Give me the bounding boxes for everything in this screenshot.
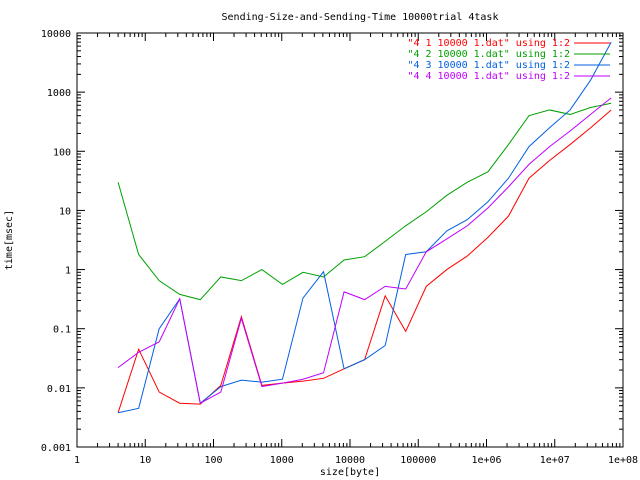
series-line-3 [117,41,612,414]
y-tick-label: 10000 [41,29,71,40]
y-tick-label: 0.1 [53,325,71,336]
y-tick-label: 1000 [47,88,71,99]
chart-title: Sending-Size-and-Sending-Time 10000trial… [222,12,499,23]
series-layer [117,41,612,414]
legend-entry-label: "4 3 10000 1.dat" using 1:2 [407,60,570,71]
y-axis-label: time[msec] [4,210,15,270]
legend-entry-label: "4 4 10000 1.dat" using 1:2 [407,71,570,82]
x-tick-label: 1e+08 [608,455,638,466]
legend: "4 1 10000 1.dat" using 1:2"4 2 10000 1.… [407,38,610,82]
plot-frame [76,32,624,448]
y-tick-label: 0.001 [41,443,71,454]
series-line-1 [117,109,612,413]
y-tick-label: 0.01 [47,384,71,395]
y-tick-label: 100 [53,147,71,158]
series-line-4 [117,97,612,404]
x-tick-label: 10000 [335,455,365,466]
x-axis-label: size[byte] [320,467,380,478]
x-tick-label: 100000 [400,455,436,466]
legend-entry-label: "4 1 10000 1.dat" using 1:2 [407,38,570,49]
y-axis: 0.001 0.01 0.1 1 10 100 1000 10000 [41,29,623,454]
x-tick-label: 100 [204,455,222,466]
x-tick-label: 1 [74,455,80,466]
legend-entry-label: "4 2 10000 1.dat" using 1:2 [407,49,570,60]
x-tick-label: 1e+06 [471,455,501,466]
y-tick-label: 1 [65,266,71,277]
x-tick-label: 1000 [270,455,294,466]
x-axis: 1 10 100 1000 10000 100000 1e+06 1e+07 1e+08 [74,33,638,466]
x-tick-label: 10 [139,455,151,466]
x-tick-label: 1e+07 [540,455,570,466]
y-tick-label: 10 [59,206,71,217]
series-line-2 [117,102,612,301]
